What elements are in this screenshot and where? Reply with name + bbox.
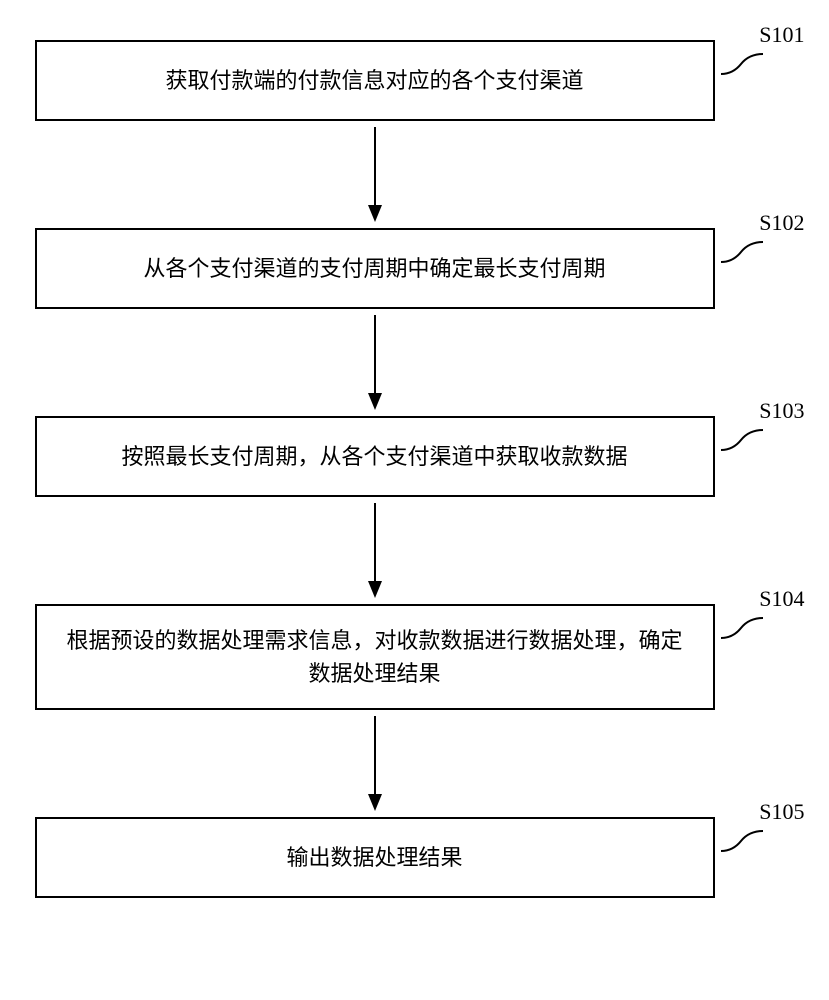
step-text: 获取付款端的付款信息对应的各个支付渠道 bbox=[165, 64, 583, 97]
step-label-s103: S103 bbox=[759, 398, 804, 424]
step-text: 根据预设的数据处理需求信息，对收款数据进行数据处理，确定数据处理结果 bbox=[67, 624, 683, 690]
label-connector bbox=[721, 424, 763, 452]
step-box-s103: 按照最长支付周期，从各个支付渠道中获取收款数据 bbox=[35, 416, 715, 497]
step-text: 按照最长支付周期，从各个支付渠道中获取收款数据 bbox=[121, 440, 627, 473]
step-text: 输出数据处理结果 bbox=[286, 841, 462, 874]
label-connector bbox=[721, 825, 763, 853]
label-connector bbox=[721, 612, 763, 640]
flowchart-arrow bbox=[35, 497, 715, 604]
step-box-s102: 从各个支付渠道的支付周期中确定最长支付周期 bbox=[35, 228, 715, 309]
flowchart-arrow bbox=[35, 309, 715, 416]
flowchart-arrow bbox=[35, 121, 715, 228]
step-label-s105: S105 bbox=[759, 799, 804, 825]
flowchart-step: 从各个支付渠道的支付周期中确定最长支付周期 S102 bbox=[35, 228, 795, 309]
label-connector bbox=[721, 48, 763, 76]
flowchart-container: 获取付款端的付款信息对应的各个支付渠道 S101 从各个支付渠道的支付周期中确定… bbox=[35, 40, 795, 898]
step-box-s105: 输出数据处理结果 bbox=[35, 817, 715, 898]
flowchart-step: 根据预设的数据处理需求信息，对收款数据进行数据处理，确定数据处理结果 S104 bbox=[35, 604, 795, 710]
step-box-s101: 获取付款端的付款信息对应的各个支付渠道 bbox=[35, 40, 715, 121]
flowchart-step: 按照最长支付周期，从各个支付渠道中获取收款数据 S103 bbox=[35, 416, 795, 497]
step-label-s102: S102 bbox=[759, 210, 804, 236]
step-label-s104: S104 bbox=[759, 586, 804, 612]
flowchart-step: 输出数据处理结果 S105 bbox=[35, 817, 795, 898]
step-label-s101: S101 bbox=[759, 22, 804, 48]
label-connector bbox=[721, 236, 763, 264]
flowchart-step: 获取付款端的付款信息对应的各个支付渠道 S101 bbox=[35, 40, 795, 121]
flowchart-arrow bbox=[35, 710, 715, 817]
step-text: 从各个支付渠道的支付周期中确定最长支付周期 bbox=[143, 252, 605, 285]
step-box-s104: 根据预设的数据处理需求信息，对收款数据进行数据处理，确定数据处理结果 bbox=[35, 604, 715, 710]
